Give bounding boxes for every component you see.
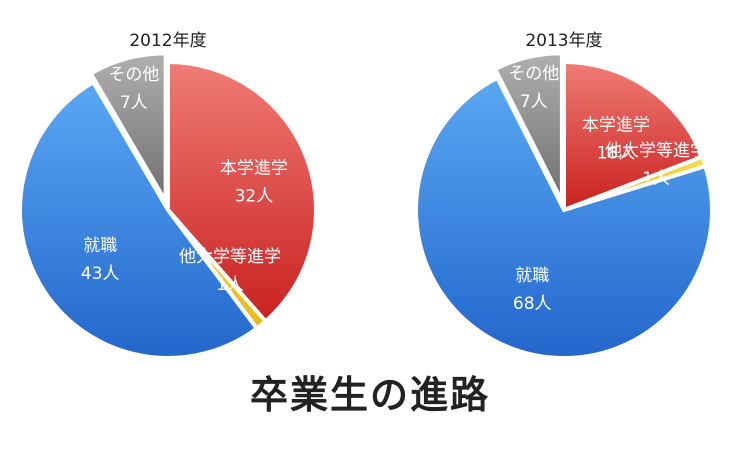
slice-label-2013-other: その他 [508, 64, 559, 84]
chart-title-2013: 2013年度 [525, 31, 602, 51]
slice-label-2012-employment: 就職 [83, 236, 117, 256]
slice-value-2012-other-university: 1人 [216, 275, 244, 295]
pie-slice-2013-other [492, 51, 564, 203]
chart-title-2012: 2012年度 [129, 31, 206, 51]
slice-value-2012-internal-advance: 32人 [235, 187, 274, 207]
pie-charts-svg: 2012年度本学進学32人他大学等進学1人就職43人その他7人2013年度本学進… [18, 31, 714, 360]
slice-value-2012-employment: 43人 [81, 264, 120, 284]
slice-value-2013-employment: 68人 [513, 294, 552, 314]
slice-value-2013-other-university: 1人 [642, 169, 670, 189]
pie-slice-2012-internal-advance [166, 59, 318, 325]
slice-label-2013-employment: 就職 [515, 266, 549, 286]
slice-label-2013-internal-advance: 本学進学 [582, 115, 650, 135]
pie-slice-2013-internal-advance [562, 59, 705, 213]
slice-value-2012-other: 7人 [120, 93, 148, 113]
slice-label-2013-other-university: 他大学等進学 [605, 141, 707, 161]
figure-title: 卒業生の進路 [249, 373, 490, 417]
slice-value-2013-other: 7人 [520, 92, 548, 112]
slice-label-2012-other-university: 他大学等進学 [179, 247, 281, 267]
slice-label-2012-internal-advance: 本学進学 [220, 159, 288, 179]
slice-label-2012-other: その他 [108, 65, 159, 85]
pie-slice-2013-employment [414, 75, 714, 360]
pie-slice-2012-employment [18, 79, 260, 360]
slice-value-2013-internal-advance: 18人 [597, 143, 636, 163]
pie-slice-2012-other [88, 51, 168, 209]
